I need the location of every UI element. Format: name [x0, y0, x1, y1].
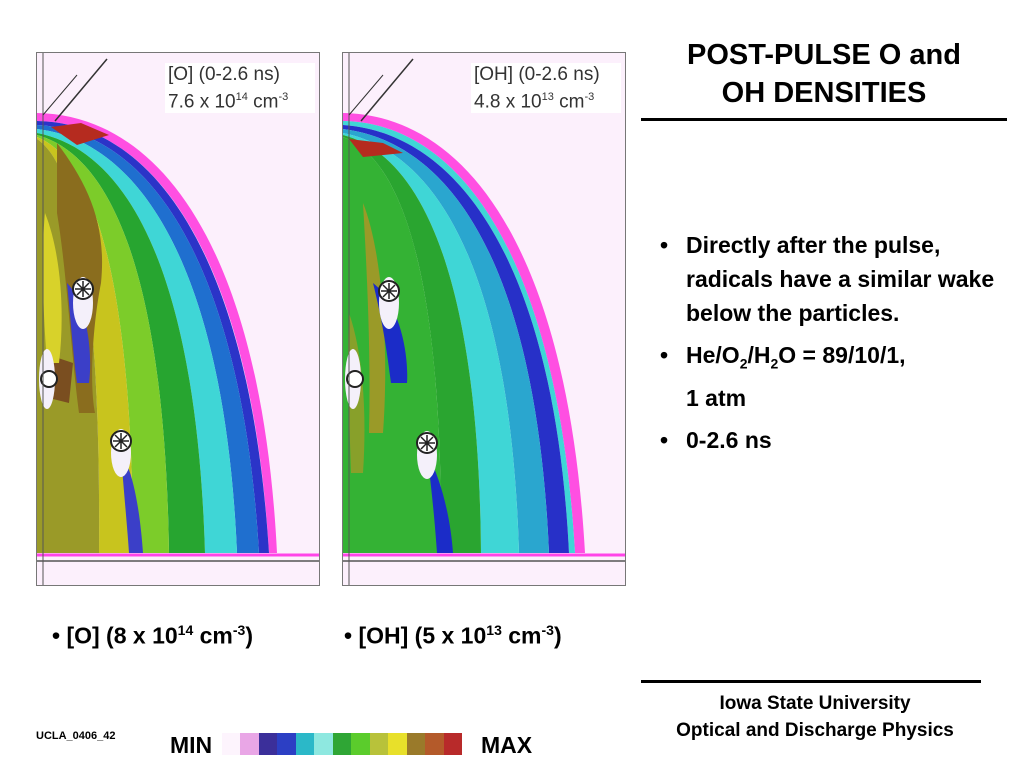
o-label-line1: [O] (0-2.6 ns)	[168, 64, 280, 85]
oh-caption-exponent: 13	[486, 622, 502, 638]
o-caption-close: )	[245, 622, 254, 649]
o-density-panel: [O] (0-2.6 ns) 7.6 x 1014 cm-3	[36, 52, 320, 586]
oh-label-line1: [OH] (0-2.6 ns)	[474, 64, 600, 85]
oh-caption-species: [OH] (5 x 10	[358, 622, 487, 649]
scale-max-label: MAX	[481, 732, 533, 758]
oh-caption-unit: cm	[501, 622, 542, 649]
color-scale-swatch	[369, 733, 389, 755]
o-density-plot	[37, 53, 319, 585]
gas-pressure: 1 atm	[686, 384, 747, 411]
bullet-marker: •	[660, 426, 669, 453]
slide-title-line1: POST-PULSE O and	[687, 39, 961, 71]
oh-label-unit-exponent: -3	[584, 91, 595, 103]
color-scale-swatch	[406, 733, 426, 755]
o-label-line2: 7.6 x 1014 cm-3	[168, 86, 312, 113]
bullet-marker: •	[660, 232, 669, 258]
gas-ratio: O = 89/10/1,	[778, 342, 906, 368]
o-caption: • [O] (8 x 1014 cm-3)	[52, 622, 253, 650]
color-scale-swatch	[258, 733, 278, 755]
gas-subscript: 2	[739, 355, 748, 372]
scale-min-label: MIN	[170, 732, 213, 758]
bullet-text: 0-2.6 ns	[686, 426, 772, 453]
color-scale-swatch	[295, 733, 315, 755]
gas-he-o: He/O	[686, 342, 740, 368]
bullet-item: • Directly after the pulse, radicals hav…	[660, 228, 1010, 330]
footer-rule	[641, 680, 981, 683]
color-scale-swatch	[222, 733, 241, 755]
oh-density-label: [OH] (0-2.6 ns) 4.8 x 1013 cm-3	[471, 63, 621, 114]
o-caption-unit-exponent: -3	[232, 622, 246, 638]
gas-h: /H	[747, 342, 771, 368]
o-label-exponent: 14	[235, 91, 248, 103]
slide-title: POST-PULSE O and OH DENSITIES	[641, 36, 1007, 112]
color-scale-swatch	[351, 733, 370, 755]
color-scale-swatch	[425, 733, 444, 755]
o-label-mantissa: 7.6 x 10	[168, 91, 236, 113]
color-scale-swatch	[388, 733, 407, 755]
oh-label-mantissa: 4.8 x 10	[474, 91, 542, 113]
oh-caption: • [OH] (5 x 1013 cm-3)	[344, 622, 562, 650]
o-label-unit-exponent: -3	[278, 91, 289, 103]
color-scale-swatch	[314, 733, 333, 755]
title-underline	[641, 118, 1007, 121]
oh-density-panel: [OH] (0-2.6 ns) 4.8 x 1013 cm-3	[342, 52, 626, 586]
o-caption-species: [O] (8 x 10	[66, 622, 178, 649]
o-caption-unit: cm	[193, 622, 233, 649]
institution-footer: Iowa State University Optical and Discha…	[641, 690, 989, 744]
oh-density-plot	[343, 53, 625, 585]
oh-label-exponent: 13	[541, 91, 554, 103]
bullet-text: He/O2/H2O = 89/10/1, 1 atm	[686, 342, 906, 411]
o-density-label: [O] (0-2.6 ns) 7.6 x 1014 cm-3	[165, 63, 315, 114]
color-scale-swatch	[277, 733, 296, 755]
oh-caption-unit-exponent: -3	[541, 622, 554, 638]
o-label-unit: cm	[247, 91, 279, 113]
bullet-item: • He/O2/H2O = 89/10/1, 1 atm	[660, 338, 1010, 415]
bullet-list: • Directly after the pulse, radicals hav…	[660, 228, 1010, 465]
oh-caption-close: )	[553, 622, 562, 649]
o-caption-exponent: 14	[177, 622, 194, 638]
bullet-marker: •	[660, 342, 669, 368]
caption-marker: •	[344, 622, 353, 649]
color-scale-swatch	[332, 733, 352, 755]
oh-label-line2: 4.8 x 1013 cm-3	[474, 86, 618, 113]
oh-label-unit: cm	[553, 91, 585, 113]
color-scale-swatch	[240, 733, 259, 755]
gas-subscript: 2	[770, 355, 779, 372]
color-scale-bar	[222, 733, 463, 755]
caption-marker: •	[52, 622, 61, 649]
slide-title-line2: OH DENSITIES	[721, 77, 927, 109]
footer-line1: Iowa State University	[719, 693, 911, 714]
bullet-text: Directly after the pulse, radicals have …	[686, 232, 995, 326]
slide-code: UCLA_0406_42	[36, 730, 116, 742]
bullet-item: • 0-2.6 ns	[660, 423, 1010, 457]
footer-line2: Optical and Discharge Physics	[676, 720, 954, 741]
color-scale-swatch	[443, 733, 463, 755]
